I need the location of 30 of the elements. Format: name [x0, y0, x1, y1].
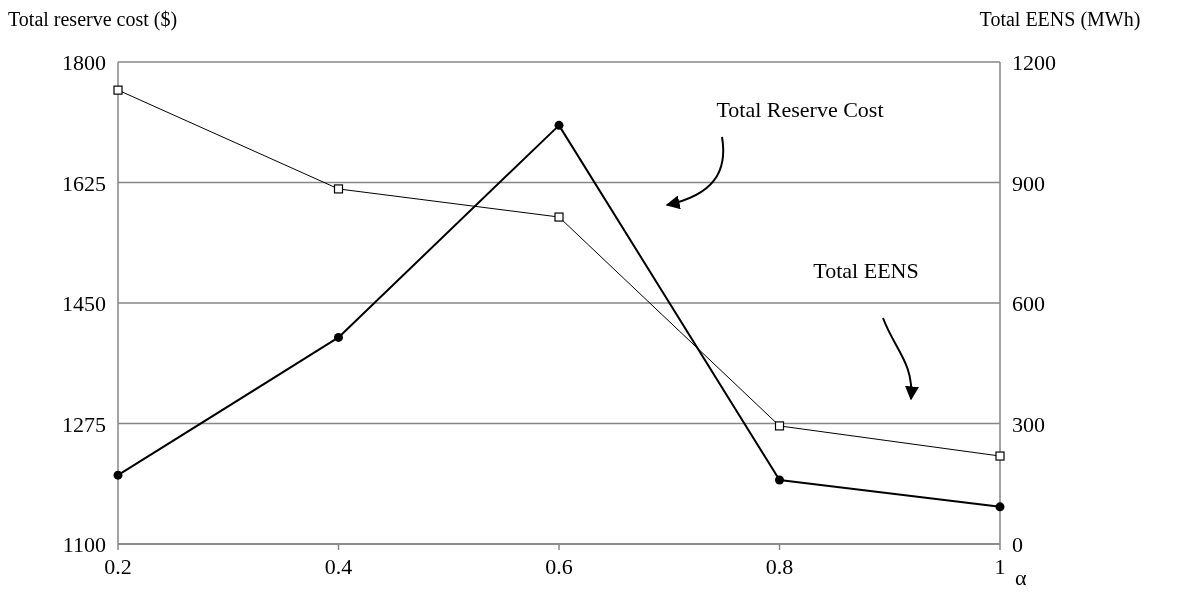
y-axis-title: Total reserve cost ($): [8, 8, 178, 31]
y2-tick-label: 1200: [1012, 50, 1056, 75]
point: [334, 332, 343, 342]
annotation: Total Reserve Cost: [716, 97, 884, 122]
point: [995, 502, 1005, 512]
point: [554, 212, 564, 222]
point: [333, 184, 344, 194]
x-tick-label: 1: [994, 554, 1006, 579]
point: [995, 451, 1005, 461]
point: [554, 120, 564, 130]
y-tick-label: 1450: [62, 291, 106, 316]
point: [113, 85, 123, 95]
point: [775, 475, 784, 485]
x-tick-label: 0.4: [324, 554, 353, 579]
point: [774, 421, 785, 431]
y-tick-label: 1275: [62, 411, 106, 437]
y2-tick-label: 900: [1012, 170, 1045, 196]
y2-axis-title: Total EENS (MWh): [979, 8, 1141, 31]
x-tick-label: 0.2: [104, 554, 132, 579]
y-tick-label: 1625: [62, 170, 106, 196]
x-tick-label: 0.6: [545, 554, 573, 579]
y-tick-label: 1100: [62, 532, 106, 557]
point: [113, 470, 123, 480]
y-tick-label: 1800: [62, 50, 106, 75]
y2-tick-label: 0: [1012, 532, 1023, 557]
annotation: Total EENS: [813, 258, 919, 283]
y2-tick-label: 300: [1012, 411, 1045, 437]
x-axis-title: α: [1015, 565, 1027, 590]
y2-tick-label: 600: [1012, 291, 1045, 316]
x-tick-label: 0.8: [765, 554, 794, 579]
